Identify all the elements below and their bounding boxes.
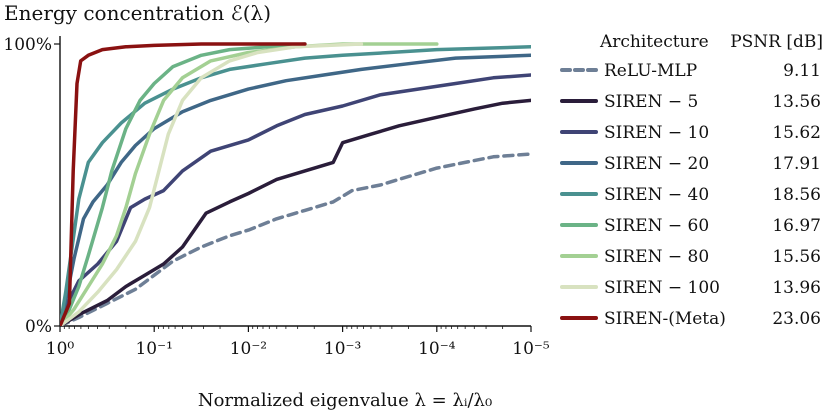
legend-psnr-value: 16.97: [772, 216, 821, 236]
legend: Architecture PSNR [dB] ReLU-MLP 9.11 SIREN…: [560, 32, 823, 329]
x-tick-label: 10⁻¹: [135, 339, 172, 359]
x-tick-label: 10⁻⁴: [418, 339, 456, 359]
legend-label: SIREN-(Meta): [604, 309, 726, 329]
y-tick-label: 100%: [3, 35, 52, 55]
legend-label: SIREN − 80: [604, 247, 709, 267]
legend-psnr-value: 15.56: [772, 247, 821, 267]
legend-label: SIREN − 100: [604, 278, 720, 298]
plot-area: [59, 36, 531, 327]
series-line-1: [60, 98, 531, 326]
y-tick-label: 0%: [25, 317, 52, 337]
x-tick-label: 10⁻³: [324, 339, 361, 359]
legend-header-architecture: Architecture: [599, 32, 709, 52]
series-line-8: [60, 42, 307, 326]
legend-label: SIREN − 10: [604, 123, 709, 143]
legend-psnr-value: 13.56: [772, 92, 821, 112]
x-tick-label: 10⁻⁵: [512, 339, 550, 359]
legend-label: SIREN − 60: [604, 216, 709, 236]
x-axis: 10⁰ 10⁻¹ 10⁻² 10⁻³ 10⁻⁴ 10⁻⁵: [46, 326, 550, 359]
legend-psnr-value: 18.56: [772, 185, 821, 205]
y-axis: 0% 100%: [3, 35, 60, 337]
legend-psnr-value: 13.96: [772, 278, 821, 298]
series-line-0: [60, 152, 531, 326]
series-line-3: [60, 53, 531, 326]
x-tick-label: 10⁻²: [230, 339, 267, 359]
series-line-5: [60, 42, 307, 326]
x-axis-label: Normalized eigenvalue λ = λᵢ/λ₀: [198, 390, 492, 411]
legend-psnr-value: 9.11: [783, 61, 821, 81]
x-tick-label: 10⁰: [46, 339, 75, 359]
series-line-7: [60, 42, 364, 326]
legend-psnr-value: 17.91: [772, 154, 821, 174]
legend-label: SIREN − 40: [604, 185, 709, 205]
legend-label: SIREN − 20: [604, 154, 709, 174]
legend-label: ReLU-MLP: [604, 61, 697, 81]
series-line-2: [60, 73, 531, 326]
legend-psnr-value: 15.62: [772, 123, 821, 143]
legend-header-psnr: PSNR [dB]: [730, 32, 823, 52]
legend-psnr-value: 23.06: [772, 309, 821, 329]
legend-label: SIREN − 5: [604, 92, 698, 112]
chart-title: Energy concentration ℰ(λ): [4, 1, 271, 25]
